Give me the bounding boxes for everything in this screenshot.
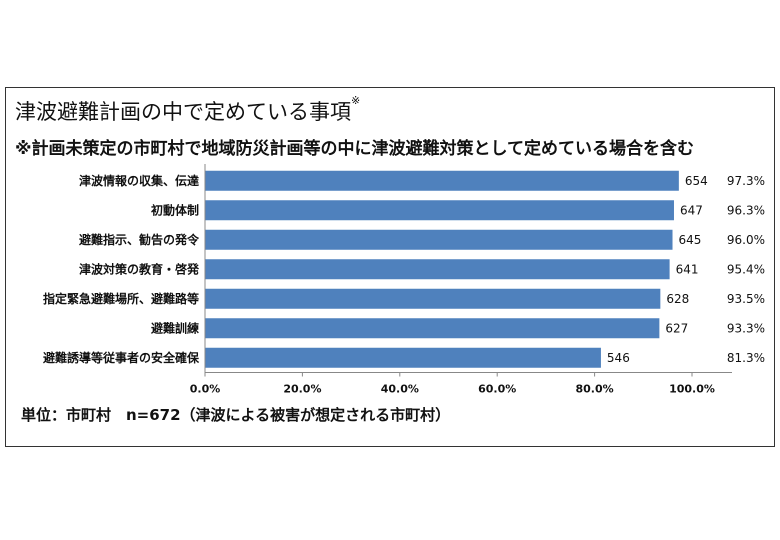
bar (205, 170, 679, 191)
count-label: 628 (666, 292, 689, 306)
percent-label: 81.3% (727, 351, 765, 365)
category-label: 避難誘導等従事者の安全確保 (43, 350, 200, 365)
bar (205, 288, 661, 309)
x-tick-label: 40.0% (381, 383, 419, 396)
bar (205, 200, 674, 221)
x-tick-label: 20.0% (283, 383, 321, 396)
title-note-mark: ※ (351, 94, 361, 107)
bar (205, 347, 601, 368)
count-label: 654 (685, 174, 708, 188)
category-label: 避難指示、勧告の発令 (79, 232, 200, 247)
category-label: 津波情報の収集、伝達 (79, 173, 199, 188)
bar (205, 318, 660, 339)
count-label: 647 (680, 203, 703, 217)
percent-label: 96.0% (727, 233, 765, 247)
chart-title: 津波避難計画の中で定めている事項※ (15, 94, 361, 124)
category-label: 津波対策の教育・啓発 (79, 261, 200, 276)
bar-chart: 津波情報の収集、伝達 654 97.3% 初動体制 647 96.3% 避難指示、勧告の発令… (43, 164, 765, 396)
x-tick-label: 0.0% (190, 383, 221, 396)
x-tick-label: 100.0% (669, 383, 715, 396)
chart-subtitle: ※計画未策定の市町村で地域防災計画等の中に津波避難対策として定めている場合を含む (15, 139, 695, 159)
bar (205, 229, 673, 250)
bar (205, 259, 670, 280)
count-label: 546 (607, 351, 630, 365)
count-label: 627 (665, 321, 688, 335)
count-label: 645 (679, 233, 702, 247)
count-label: 641 (676, 262, 699, 276)
chart-frame: 津波避難計画の中で定めている事項※ ※計画未策定の市町村で地域防災計画等の中に津… (5, 87, 775, 447)
x-tick-label: 80.0% (576, 383, 614, 396)
chart-footnote: 単位：市町村 n=672（津波による被害が想定される市町村） (21, 406, 451, 424)
category-label: 避難訓練 (151, 320, 199, 335)
x-tick-label: 60.0% (478, 383, 516, 396)
percent-label: 95.4% (727, 262, 765, 276)
category-label: 初動体制 (151, 202, 199, 217)
percent-label: 93.5% (727, 292, 765, 306)
percent-label: 93.3% (727, 321, 765, 335)
percent-label: 96.3% (727, 203, 765, 217)
percent-label: 97.3% (727, 174, 765, 188)
category-label: 指定緊急避難場所、避難路等 (43, 291, 199, 306)
